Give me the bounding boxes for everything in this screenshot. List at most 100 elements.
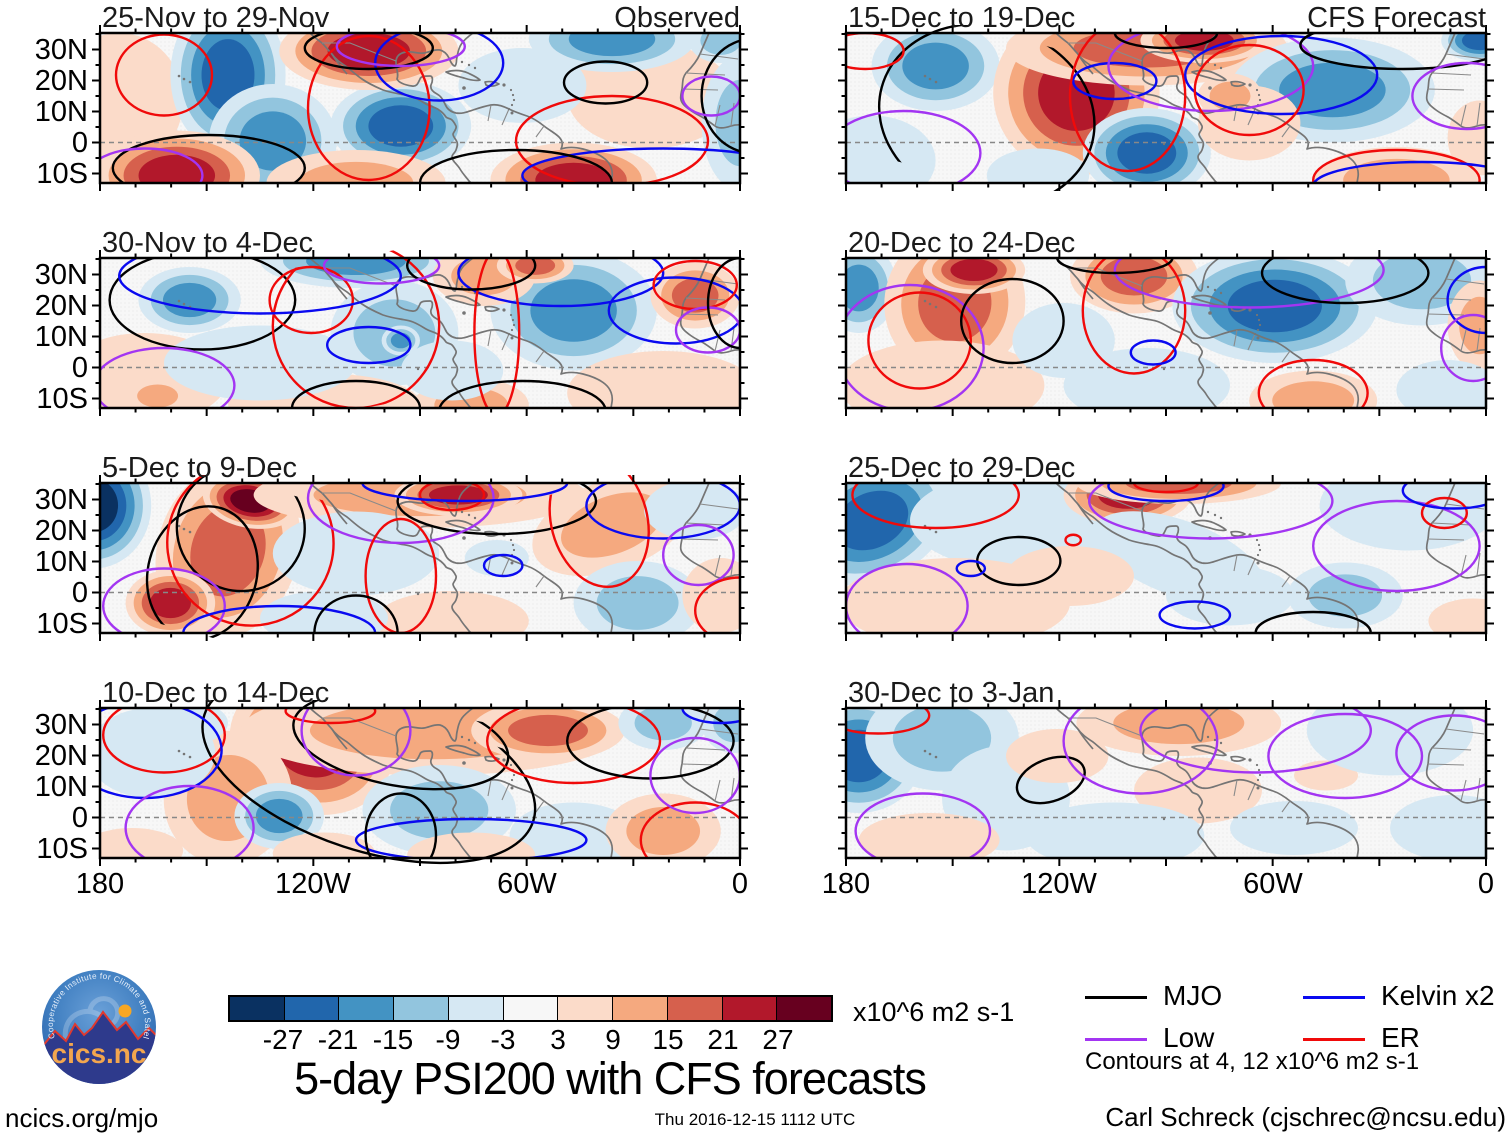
colorbar-swatch-5 (502, 997, 558, 1020)
er-wave-contour (473, 258, 521, 408)
low-wave-contour (1113, 258, 1385, 309)
er-wave-contour (364, 517, 438, 633)
panel-title-obs-3: 5-Dec to 9-Dec (102, 452, 298, 484)
legend-label-er: ER (1381, 1022, 1420, 1053)
mjo-wave-contour (700, 39, 740, 153)
er-wave-contour (486, 708, 662, 785)
kelvin-wave-contour (482, 553, 524, 578)
er-wave-contour (846, 708, 931, 735)
mjo-wave-contour (1254, 610, 1372, 633)
mjo-wave-contour (406, 258, 537, 291)
kelvin-wave-contour (1158, 600, 1232, 630)
low-wave-contour (846, 283, 985, 408)
kelvin-wave-contour (354, 817, 588, 858)
low-wave-contour (322, 258, 441, 285)
low-wave-contour (100, 346, 236, 408)
mjo-wave-contour (418, 148, 614, 183)
mjo-wave-contour (364, 792, 438, 858)
legend-line-er (1303, 1038, 1365, 1041)
er-wave-contour (846, 33, 905, 71)
mjo-wave-contour (108, 258, 297, 351)
colorbar-swatch-0 (230, 997, 284, 1020)
kelvin-wave-contour (118, 258, 402, 315)
panel-fcst-1 (838, 25, 1494, 191)
colorbar-tick-3: 3 (550, 1024, 566, 1055)
cics-nc-logo: Cooperative Institute for Climate and Sa… (38, 966, 156, 1084)
colorbar-swatch-10 (776, 997, 832, 1020)
colorbar-swatch-6 (557, 997, 613, 1020)
er-wave-contour (1420, 496, 1468, 530)
er-wave-contour (694, 576, 740, 633)
logo-mountains (42, 1012, 156, 1084)
kelvin-wave-contour (361, 483, 569, 503)
panel-title-fcst-1: 15-Dec to 19-Dec (848, 2, 1076, 34)
panel-title-obs-2: 30-Nov to 4-Dec (102, 227, 314, 259)
er-wave-contour (1257, 358, 1369, 408)
panel-fcst-2 (838, 250, 1494, 416)
logo-ridge-line (42, 1010, 156, 1048)
low-wave-contour (681, 75, 740, 117)
er-wave-contour (639, 801, 740, 858)
low-wave-contour (300, 708, 412, 777)
lat-label-10s-row1: 10S (36, 382, 88, 415)
low-wave-contour (662, 523, 735, 587)
panel-title-obs-1: 25-Nov to 29-Nov (102, 2, 330, 34)
lat-label-0-row3: 0 (71, 801, 88, 834)
legend-line-low (1085, 1038, 1147, 1041)
er-wave-contour (284, 708, 377, 725)
colorbar-swatch-8 (666, 997, 722, 1020)
er-wave-contour (166, 475, 335, 627)
lat-label-10n-row0: 10N (34, 95, 88, 128)
lat-label-10s-row2: 10S (36, 607, 88, 640)
er-wave-contour (306, 34, 431, 182)
lon-label-0-col1: 0 (1477, 868, 1495, 900)
lat-label-30n-row3: 30N (34, 708, 88, 741)
legend-line-kelvin-x2 (1303, 996, 1365, 999)
er-wave-contour (867, 291, 972, 390)
colorbar-swatch-1 (283, 997, 339, 1020)
kelvin-wave-contour (955, 559, 987, 578)
panel-obs-3 (92, 475, 748, 641)
lat-label-10n-row2: 10N (34, 545, 88, 578)
lat-label-0-row0: 0 (71, 126, 88, 159)
kelvin-wave-contour (325, 325, 412, 365)
er-wave-contour (1193, 43, 1305, 137)
panel-title-obs-4: 10-Dec to 14-Dec (102, 677, 330, 709)
colorbar-tick--27: -27 (262, 1024, 304, 1055)
panel-title-fcst-3: 25-Dec to 29-Dec (848, 452, 1076, 484)
colorbar-tick--3: -3 (490, 1024, 516, 1055)
colorbar-swatch-3 (393, 997, 448, 1020)
colorbar-tick-27: 27 (762, 1024, 794, 1055)
colorbar-tick--9: -9 (435, 1024, 461, 1055)
panel-fcst-3 (838, 475, 1494, 641)
kelvin-wave-contour (182, 604, 377, 633)
low-wave-contour (846, 109, 982, 183)
low-wave-contour (1395, 714, 1486, 792)
lat-label-20n-row2: 20N (34, 514, 88, 547)
colorbar-swatch-7 (612, 997, 667, 1020)
low-wave-contour (1062, 708, 1219, 795)
panel-obs-4 (92, 700, 748, 866)
er-wave-contour (268, 265, 355, 335)
lat-label-30n-row2: 30N (34, 483, 88, 516)
colorbar-tick-9: 9 (605, 1024, 621, 1055)
mjo-wave-contour (1015, 755, 1086, 805)
legend-line-mjo (1085, 996, 1147, 999)
colorbar-swatch-9 (721, 997, 777, 1020)
low-wave-contour (102, 567, 226, 633)
colorbar-tick-15: 15 (652, 1024, 684, 1055)
mjo-wave-contour (396, 483, 598, 536)
legend-label-kelvin-x2: Kelvin x2 (1381, 980, 1495, 1011)
panel-corner-tag-obs-1: Observed (614, 2, 740, 34)
lat-label-10n-row1: 10N (34, 320, 88, 353)
lat-label-20n-row3: 20N (34, 739, 88, 772)
lat-label-10s-row3: 10S (36, 832, 88, 865)
colorbar-tick-21: 21 (707, 1024, 739, 1055)
lon-label-60w-col1: 60W (1243, 868, 1303, 900)
kelvin-wave-contour (1184, 34, 1379, 116)
er-wave-contour (851, 483, 1020, 530)
lon-label-180-col0: 180 (75, 868, 125, 900)
er-wave-contour (1068, 33, 1187, 173)
mjo-wave-contour (292, 700, 510, 791)
